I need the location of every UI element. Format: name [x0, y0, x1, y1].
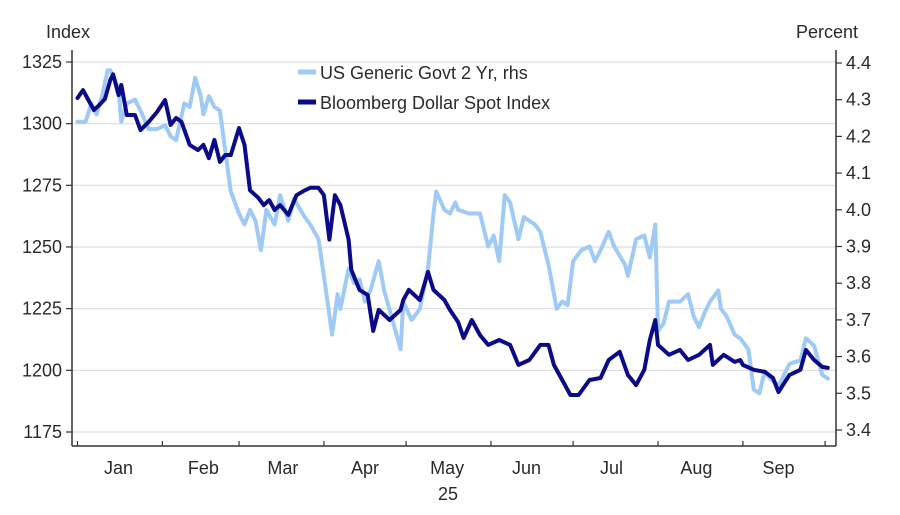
left-tick-label: 1325 — [22, 52, 62, 72]
right-axis-label: Percent — [796, 22, 858, 42]
month-label-sep: Sep — [762, 458, 794, 478]
month-label-feb: Feb — [188, 458, 219, 478]
right-tick-label: 3.4 — [846, 420, 871, 440]
left-tick-label: 1250 — [22, 237, 62, 257]
right-tick-label: 4.4 — [846, 53, 871, 73]
legend-label-us-2yr: US Generic Govt 2 Yr, rhs — [320, 63, 528, 83]
left-tick-label: 1275 — [22, 175, 62, 195]
legend-label-dollar-index: Bloomberg Dollar Spot Index — [320, 93, 550, 113]
month-label-mar: Mar — [267, 458, 298, 478]
month-label-aug: Aug — [680, 458, 712, 478]
right-tick-label: 3.8 — [846, 273, 871, 293]
left-tick-label: 1175 — [23, 422, 62, 442]
left-tick-label: 1225 — [22, 299, 62, 319]
month-label-jan: Jan — [104, 458, 133, 478]
month-label-may: May — [430, 458, 464, 478]
gridlines — [72, 61, 836, 433]
right-tick-label: 4.3 — [846, 90, 871, 110]
right-tick-label: 3.9 — [846, 237, 871, 257]
right-tick-label: 4.1 — [846, 163, 871, 183]
right-tick-label: 3.6 — [846, 347, 871, 367]
right-tick-label: 4.2 — [846, 126, 871, 146]
left-axis-label: Index — [46, 22, 90, 42]
legend: US Generic Govt 2 Yr, rhs Bloomberg Doll… — [298, 63, 550, 113]
month-label-apr: Apr — [351, 458, 379, 478]
month-label-jun: Jun — [512, 458, 541, 478]
series-line-us-2yr — [75, 68, 830, 396]
left-tick-label: 1200 — [22, 360, 62, 380]
series-line-dollar-index — [75, 72, 830, 397]
right-tick-label: 3.5 — [846, 383, 871, 403]
right-tick-label: 3.7 — [846, 310, 871, 330]
axes: 1175 1200 1225 1250 1275 1300 1325 3.4 3.5 3.6 3.7… — [22, 50, 871, 478]
x-year-label: 25 — [438, 484, 458, 504]
series-lines — [75, 68, 830, 397]
right-tick-label: 4.0 — [846, 200, 871, 220]
left-tick-label: 1300 — [22, 114, 62, 134]
month-label-jul: Jul — [600, 458, 623, 478]
